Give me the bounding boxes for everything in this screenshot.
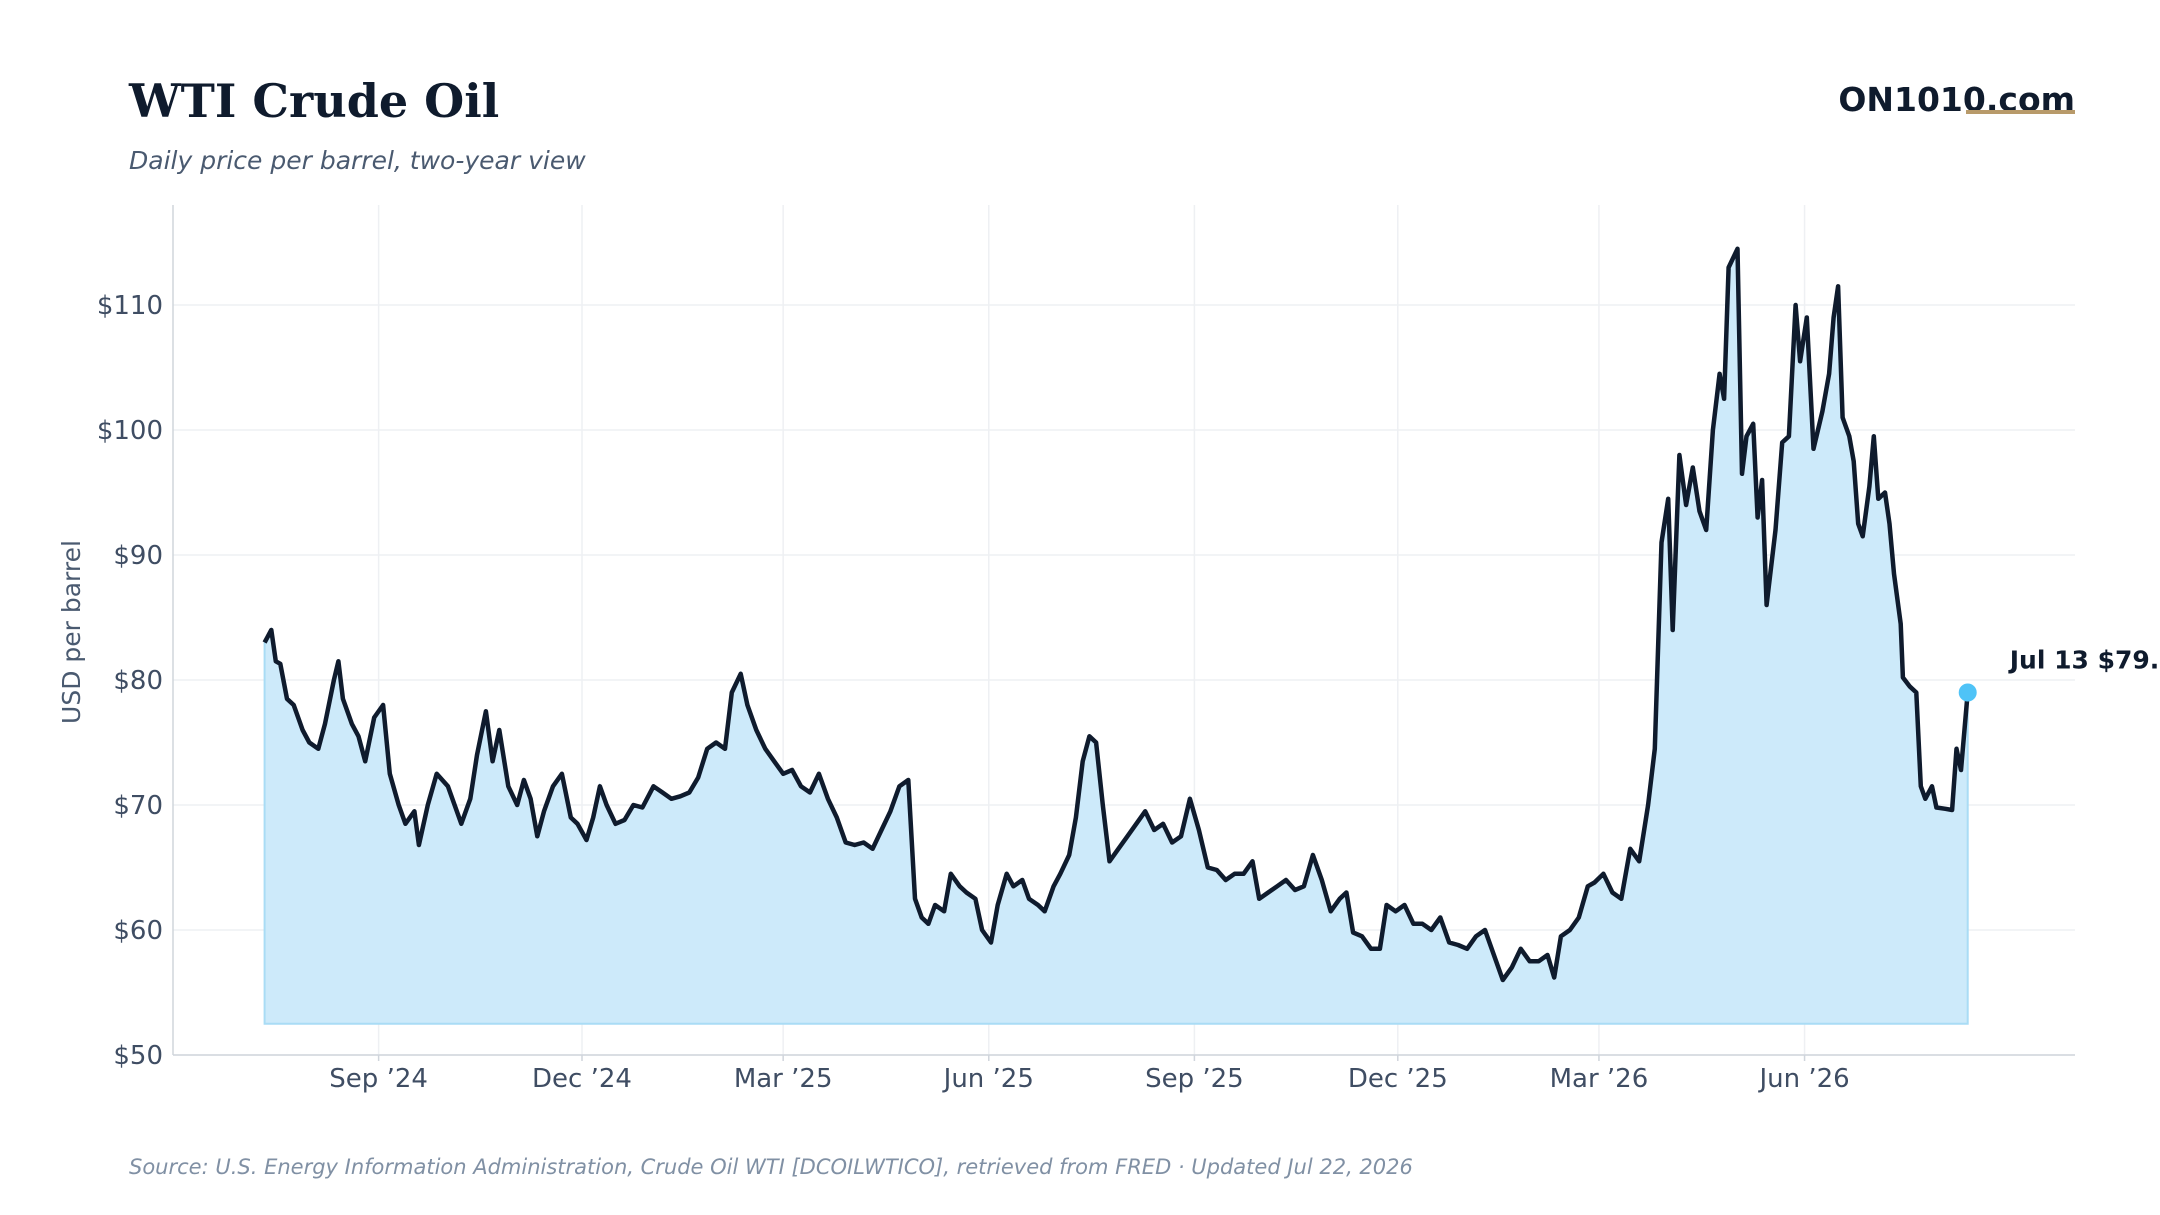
brand-underline (1966, 110, 2075, 114)
x-tick-label: Sep ’25 (1145, 1064, 1244, 1094)
x-tick-label: Jun ’26 (1757, 1064, 1849, 1094)
latest-price-label: Jul 13 $79.12 (2008, 646, 2160, 675)
price-line (262, 246, 1970, 983)
y-tick-label: $100 (97, 416, 163, 446)
x-tick-label: Sep ’24 (329, 1064, 428, 1094)
y-tick-label: $50 (113, 1041, 163, 1071)
x-tick-label: Dec ’25 (1348, 1064, 1448, 1094)
y-tick-label: $60 (113, 916, 163, 946)
axes (172, 205, 2075, 1061)
y-tick-label: $80 (113, 666, 163, 696)
x-tick-label: Mar ’26 (1550, 1064, 1649, 1094)
tick-labels: $50 $60 $70 $80 $90 $100 $110 Sep ’24 Dec ’24 Mar… (97, 291, 1850, 1094)
price-area-fill (263, 248, 1969, 1025)
chart-title: WTI Crude Oil (129, 74, 500, 128)
x-tick-label: Dec ’24 (532, 1064, 632, 1094)
latest-price-marker[interactable] (1958, 683, 1977, 702)
y-tick-label: $90 (113, 541, 163, 571)
source-note: Source: U.S. Energy Information Administ… (129, 1155, 1413, 1179)
x-tick-label: Mar ’25 (734, 1064, 833, 1094)
y-axis-title: USD per barrel (57, 540, 86, 724)
x-tick-label: Jun ’25 (942, 1064, 1034, 1094)
y-tick-label: $70 (113, 791, 163, 821)
chart-subtitle: Daily price per barrel, two-year view (129, 146, 586, 175)
y-tick-label: $110 (97, 291, 163, 321)
